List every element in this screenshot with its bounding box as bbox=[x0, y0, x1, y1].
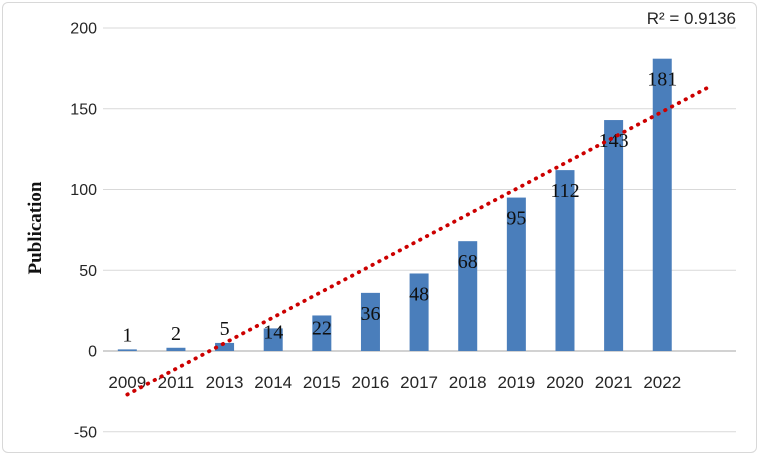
y-tick-label: 50 bbox=[79, 263, 97, 280]
x-tick-label: 2013 bbox=[206, 373, 244, 392]
bar-value-label: 1 bbox=[122, 324, 132, 346]
bar-2013 bbox=[215, 342, 235, 351]
x-tick-label: 2015 bbox=[303, 373, 341, 392]
x-tick-label: 2017 bbox=[400, 373, 438, 392]
y-tick-label: -50 bbox=[74, 424, 97, 441]
bar-2020 bbox=[555, 170, 575, 351]
bar-2021 bbox=[604, 120, 624, 352]
bar-value-label: 2 bbox=[171, 323, 181, 345]
bar-2014 bbox=[263, 328, 283, 351]
bar-value-label: 14 bbox=[263, 321, 283, 343]
bar-value-label: 36 bbox=[360, 303, 380, 325]
y-tick-label: 150 bbox=[70, 101, 97, 118]
x-tick-label: 2009 bbox=[108, 373, 146, 392]
x-tick-label: 2011 bbox=[158, 373, 195, 392]
trendline bbox=[125, 84, 713, 397]
x-tick-label: 2021 bbox=[595, 373, 633, 392]
bar-value-label: 95 bbox=[506, 208, 526, 230]
y-axis-title-text: Publication bbox=[25, 181, 46, 275]
bar-value-label: 22 bbox=[312, 317, 332, 339]
bar-value-label: 112 bbox=[550, 180, 579, 202]
x-tick-label: 2014 bbox=[254, 373, 292, 392]
bar-value-label: 68 bbox=[458, 251, 478, 273]
bar-2022 bbox=[652, 58, 672, 352]
bar-2011 bbox=[166, 347, 186, 351]
bar-2018 bbox=[458, 241, 478, 351]
r-squared-label: R² = 0.9136 bbox=[646, 9, 736, 28]
bar-2015 bbox=[312, 315, 332, 351]
x-tick-label: 2022 bbox=[643, 373, 681, 392]
y-tick-label: 100 bbox=[70, 182, 97, 199]
chart-frame bbox=[2, 2, 757, 453]
bar-2019 bbox=[506, 197, 526, 351]
y-tick-label: 0 bbox=[88, 344, 97, 361]
bar-2009 bbox=[117, 349, 137, 351]
bar-value-label: 5 bbox=[220, 318, 230, 340]
x-tick-label: 2020 bbox=[546, 373, 584, 392]
y-tick-label: 200 bbox=[70, 21, 97, 38]
bar-value-label: 48 bbox=[409, 283, 429, 305]
bar-value-label: 143 bbox=[599, 130, 629, 152]
x-tick-label: 2019 bbox=[497, 373, 535, 392]
x-tick-label: 2018 bbox=[449, 373, 487, 392]
bar-2016 bbox=[360, 292, 380, 351]
bar-2017 bbox=[409, 273, 429, 351]
bar-value-label: 181 bbox=[647, 69, 677, 91]
x-tick-label: 2016 bbox=[352, 373, 390, 392]
